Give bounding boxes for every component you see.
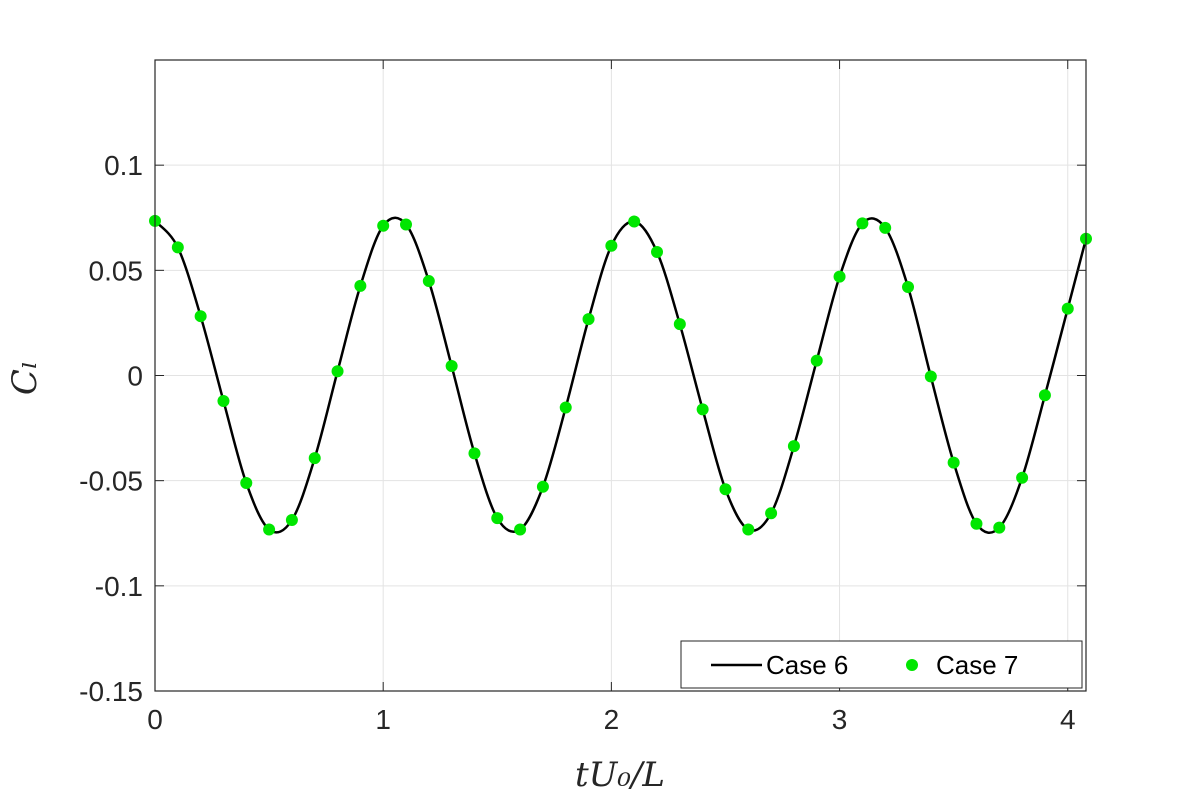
case-7-point xyxy=(468,447,481,460)
case-7-point xyxy=(787,440,800,453)
y-tick-label: 0 xyxy=(127,361,143,392)
case-7-point xyxy=(765,507,778,520)
case-7-point xyxy=(924,370,937,383)
case-7-point xyxy=(833,270,846,283)
case-7-point xyxy=(1061,302,1074,315)
case-7-point xyxy=(263,523,276,536)
case-7-point xyxy=(582,313,595,326)
y-tick-label: 0.1 xyxy=(104,150,143,181)
case-7-point xyxy=(377,219,390,232)
case-7-point xyxy=(696,403,709,416)
x-tick-label: 2 xyxy=(604,704,620,735)
case-7-point xyxy=(993,521,1006,534)
case-7-point xyxy=(628,215,641,228)
y-tick-label: 0.05 xyxy=(89,255,144,286)
case-7-point xyxy=(673,318,686,331)
case-7-point xyxy=(536,480,549,493)
case-7-point xyxy=(1016,471,1029,484)
x-tick-label: 3 xyxy=(832,704,848,735)
case-7-point xyxy=(970,517,983,530)
x-tick-label: 1 xyxy=(375,704,391,735)
case-7-point xyxy=(879,221,892,234)
case-7-point xyxy=(445,360,458,373)
case-7-point xyxy=(742,523,755,536)
y-tick-labels: -0.15 -0.1 -0.05 0 0.05 0.1 xyxy=(79,150,143,707)
x-tick-label: 4 xyxy=(1060,704,1076,735)
case-7-point xyxy=(947,456,960,469)
case-7-point xyxy=(400,218,412,231)
case-7-point xyxy=(240,476,253,489)
case-7-point xyxy=(354,279,367,292)
case-7-point xyxy=(422,275,435,288)
case-7-point xyxy=(719,483,732,496)
x-tick-label: 0 xyxy=(147,704,163,735)
y-tick-label: -0.05 xyxy=(79,466,143,497)
legend: Case 6 Case 7 xyxy=(680,640,1083,689)
case-7-point xyxy=(810,354,823,367)
case-7-point xyxy=(1038,389,1051,402)
case-7-point xyxy=(605,239,618,252)
case-7-point xyxy=(856,217,869,230)
case-7-point xyxy=(308,452,321,465)
case-7-point xyxy=(651,246,664,259)
x-axis-label: tU₀/L xyxy=(575,755,665,795)
y-tick-label: -0.1 xyxy=(95,571,143,602)
y-axis-label: Cₗ xyxy=(5,361,45,395)
grid xyxy=(154,60,1086,692)
legend-marker-swatch xyxy=(906,659,918,671)
case-7-point xyxy=(171,241,184,254)
x-tick-labels: 0 1 2 3 4 xyxy=(147,704,1075,735)
case-7-point xyxy=(514,523,527,536)
y-tick-label: -0.15 xyxy=(79,676,143,707)
case-7-point xyxy=(902,280,915,293)
case-7-point xyxy=(217,394,230,407)
case-7-point xyxy=(285,514,298,526)
legend-label-case-6: Case 6 xyxy=(766,650,848,680)
case-7-point xyxy=(194,310,207,323)
legend-label-case-7: Case 7 xyxy=(936,650,1018,680)
case-7-point xyxy=(331,365,344,378)
case-7-point xyxy=(491,512,504,525)
case-7-point xyxy=(559,401,572,414)
